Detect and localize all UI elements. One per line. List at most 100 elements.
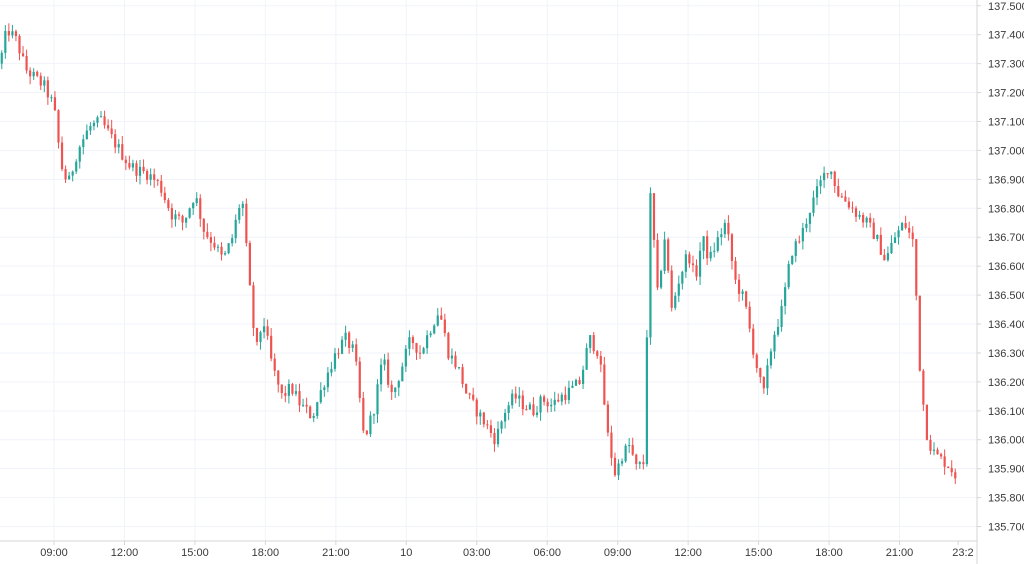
candle-down — [160, 180, 163, 193]
candle-down — [613, 457, 617, 476]
candle-up — [195, 198, 198, 204]
candle-down — [355, 344, 358, 362]
candle-up — [581, 369, 585, 384]
candle-down — [862, 215, 865, 223]
candle-down — [305, 404, 308, 407]
candles — [0, 23, 957, 484]
price-tick-label: 136.900 — [988, 174, 1024, 186]
candle-down — [110, 128, 113, 135]
candle-down — [14, 31, 18, 37]
candle-down — [557, 399, 560, 402]
price-tick-label: 136.500 — [988, 290, 1024, 302]
candle-down — [156, 179, 159, 181]
candle-up — [422, 348, 425, 354]
candle-up — [617, 463, 620, 476]
price-tick-label: 136.200 — [988, 377, 1024, 389]
candle-down — [656, 239, 659, 288]
candle-up — [301, 404, 305, 406]
candle-up — [865, 217, 868, 223]
candle-down — [475, 399, 478, 417]
price-tick-label: 137.200 — [988, 88, 1024, 100]
candle-up — [893, 237, 897, 243]
candle-up — [99, 116, 103, 118]
price-tick-label: 137.300 — [988, 59, 1024, 71]
candle-down — [18, 36, 21, 54]
candle-up — [589, 335, 592, 348]
candle-up — [791, 255, 794, 264]
candle-down — [135, 163, 138, 176]
candle-up — [801, 228, 804, 242]
candle-up — [560, 394, 563, 402]
candle-up — [504, 412, 507, 422]
time-tick-label: 06:00 — [533, 547, 561, 559]
candle-up — [776, 326, 780, 335]
candle-down — [734, 260, 737, 280]
price-tick-label: 136.100 — [988, 406, 1024, 418]
candle-down — [64, 168, 67, 180]
price-tick-label: 137.000 — [988, 145, 1024, 157]
candle-down — [854, 208, 858, 217]
candle-down — [29, 70, 32, 77]
candle-up — [216, 246, 220, 248]
candle-up — [376, 384, 379, 415]
candle-down — [521, 395, 524, 410]
candle-down — [745, 291, 748, 307]
candle-down — [730, 234, 734, 261]
candle-down — [128, 163, 131, 168]
candle-down — [915, 239, 918, 296]
candle-up — [830, 171, 833, 175]
candle-up — [713, 250, 716, 252]
candle-down — [472, 394, 475, 400]
candle-up — [333, 353, 337, 369]
time-tick-label: 23:2 — [952, 547, 973, 559]
candle-down — [752, 328, 755, 355]
candle-down — [610, 432, 613, 458]
candle-down — [277, 370, 280, 385]
candle-up — [433, 325, 436, 334]
price-tick-label: 137.400 — [988, 30, 1024, 42]
candle-up — [0, 52, 3, 64]
candle-down — [872, 222, 875, 239]
candle-down — [440, 315, 443, 320]
candle-up — [794, 241, 797, 256]
candle-up — [550, 404, 553, 407]
candle-up — [231, 238, 234, 244]
candle-down — [947, 466, 950, 468]
price-tick-label: 137.500 — [988, 1, 1024, 13]
candle-down — [706, 236, 709, 259]
candle-up — [227, 243, 230, 254]
candle-down — [837, 186, 840, 197]
price-tick-label: 137.100 — [988, 117, 1024, 129]
candle-up — [89, 126, 92, 131]
candle-down — [146, 171, 149, 180]
candle-up — [780, 306, 783, 327]
candle-up — [401, 366, 404, 382]
candle-down — [929, 439, 932, 451]
candle-up — [897, 230, 900, 238]
candle-down — [107, 125, 110, 129]
candle-up — [716, 237, 719, 251]
candle-down — [103, 116, 106, 126]
candle-up — [932, 449, 936, 451]
candle-down — [266, 326, 269, 336]
candle-down — [461, 367, 464, 385]
candle-down — [358, 361, 361, 399]
candle-down — [199, 198, 202, 219]
time-axis[interactable]: 09:00 12:00 15:00 18:00 21:00 10 03:00 06:00 09:… — [40, 541, 974, 559]
candle-up — [684, 254, 687, 272]
candle-down — [691, 263, 695, 266]
candle-up — [330, 368, 333, 373]
candle-up — [138, 166, 142, 176]
candle-up — [723, 222, 726, 235]
candle-up — [259, 332, 262, 342]
candle-up — [787, 263, 790, 288]
candle-up — [808, 212, 812, 224]
candle-down — [337, 353, 340, 355]
candle-down — [532, 404, 535, 416]
candle-down — [415, 343, 418, 353]
price-axis[interactable]: 137.500 137.400 137.300 137.200 137.100 137.0… — [977, 1, 1024, 534]
candle-up — [645, 337, 648, 465]
candle-up — [823, 173, 826, 181]
candle-up — [188, 208, 191, 218]
